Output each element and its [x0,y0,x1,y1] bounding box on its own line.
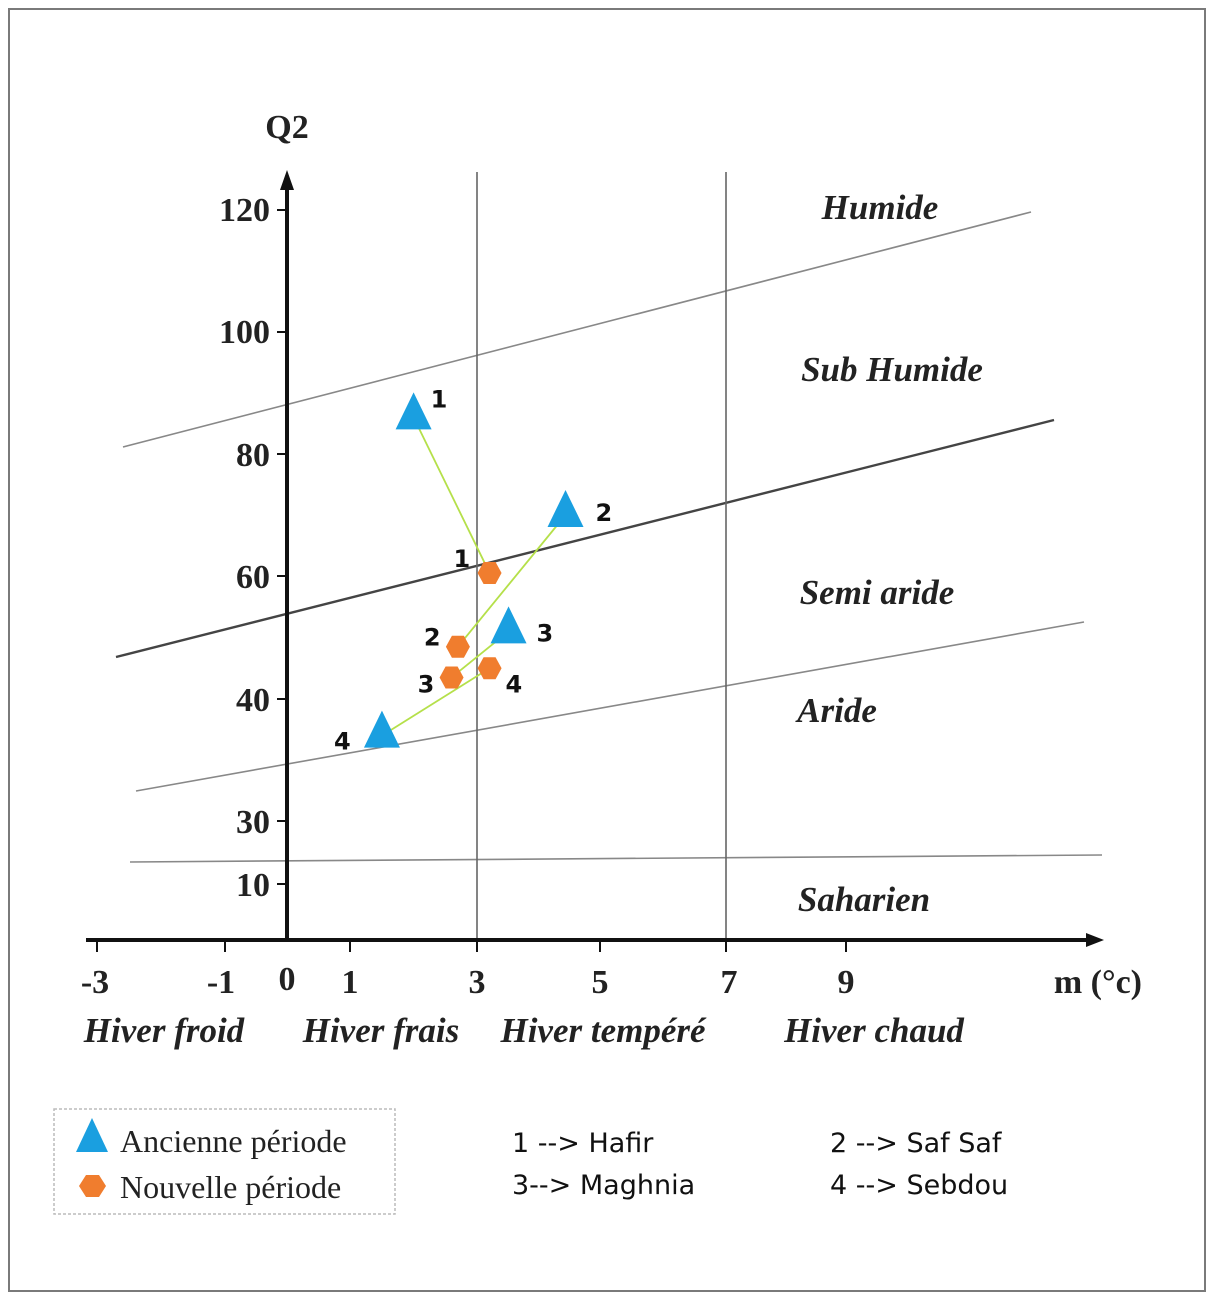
boundary-aride [129,854,1103,863]
legend: Ancienne période Nouvelle période [53,1108,396,1215]
x-tick-minus3: -3 [81,964,109,1001]
zone-semi-aride: Semi aride [800,573,955,612]
legend-label-ancienne: Ancienne période [120,1123,347,1159]
legend-triangle-icon [76,1118,108,1152]
nouvelle-label-1: 1 [454,545,471,573]
y-tick-30: 30 [236,804,270,841]
connector-station-4 [381,667,491,737]
connector-station-1 [412,417,491,574]
y-tick-60: 60 [236,559,270,596]
x-ticks [96,940,847,952]
winter-froid: Hiver froid [83,1011,245,1050]
y-tick-80: 80 [236,437,270,474]
nouvelle-point-1 [477,561,502,584]
nouvelle-point-2 [445,635,470,658]
x-tick-1: 1 [342,964,359,1001]
x-tick-7: 7 [721,964,738,1001]
nouvelle-label-3: 3 [418,670,435,698]
y-tick-120: 120 [219,192,270,229]
winter-type-labels: Hiver froid Hiver frais Hiver tempéré Hi… [83,1011,965,1050]
zone-saharien: Saharien [798,880,930,919]
zone-labels: Humide Sub Humide Semi aride Aride Sahar… [795,188,983,919]
y-tick-labels: 120 100 80 60 40 30 10 [219,192,270,904]
nouvelle-label-4: 4 [506,670,523,698]
x-tick-5: 5 [592,964,609,1001]
ancienne-point-2 [547,490,584,527]
chart-frame [8,8,1206,1292]
station-key-2: 2 --> Saf Saf [830,1128,1003,1159]
x-axis-title: m (°c) [1054,964,1142,1001]
x-tick-9: 9 [838,964,855,1001]
station-key-3: 3--> Maghnia [512,1170,695,1201]
station-key: 1 --> Hafir 2 --> Saf Saf 3--> Maghnia 4… [512,1128,1008,1201]
x-axis-arrow-icon [1086,933,1104,947]
connector-station-2 [457,514,567,648]
legend-label-nouvelle: Nouvelle période [120,1169,341,1205]
winter-chaud: Hiver chaud [783,1011,964,1050]
winter-frais: Hiver frais [302,1011,460,1050]
station-key-4: 4 --> Sebdou [830,1170,1008,1201]
legend-circle-icon [79,1175,106,1197]
ancienne-point-3 [490,606,527,644]
y-tick-40: 40 [236,682,270,719]
boundary-humide [122,211,1032,448]
nouvelle-label-2: 2 [424,624,441,652]
legend-box [53,1108,396,1215]
nouvelle-point-3 [439,666,464,689]
y-axis-title: Q2 [265,109,308,146]
y-axis-arrow-icon [280,170,294,190]
x-tick-3: 3 [469,964,486,1001]
period-connectors [381,417,567,737]
ancienne-point-4 [363,710,400,748]
ancienne-label-4: 4 [334,728,351,756]
zone-sub-humide: Sub Humide [801,350,983,389]
x-tick-minus1: -1 [207,964,235,1001]
boundary-semi-aride [135,621,1085,792]
ancienne-label-2: 2 [596,499,613,527]
x-tick-labels: -3 -1 0 1 3 5 7 9 [81,961,855,1001]
x-tick-0: 0 [279,961,296,998]
zone-humide: Humide [821,188,939,227]
ancienne-label-1: 1 [431,385,448,413]
zone-aride: Aride [795,691,877,730]
nouvelle-point-4 [477,657,502,680]
boundary-sub-humide [115,418,1055,659]
winter-tempere: Hiver tempéré [499,1011,707,1050]
y-ticks [277,209,287,885]
y-tick-100: 100 [219,314,270,351]
y-tick-10: 10 [236,867,270,904]
ancienne-point-1 [395,392,432,430]
ancienne-label-3: 3 [537,619,554,647]
station-key-1: 1 --> Hafir [512,1128,654,1159]
